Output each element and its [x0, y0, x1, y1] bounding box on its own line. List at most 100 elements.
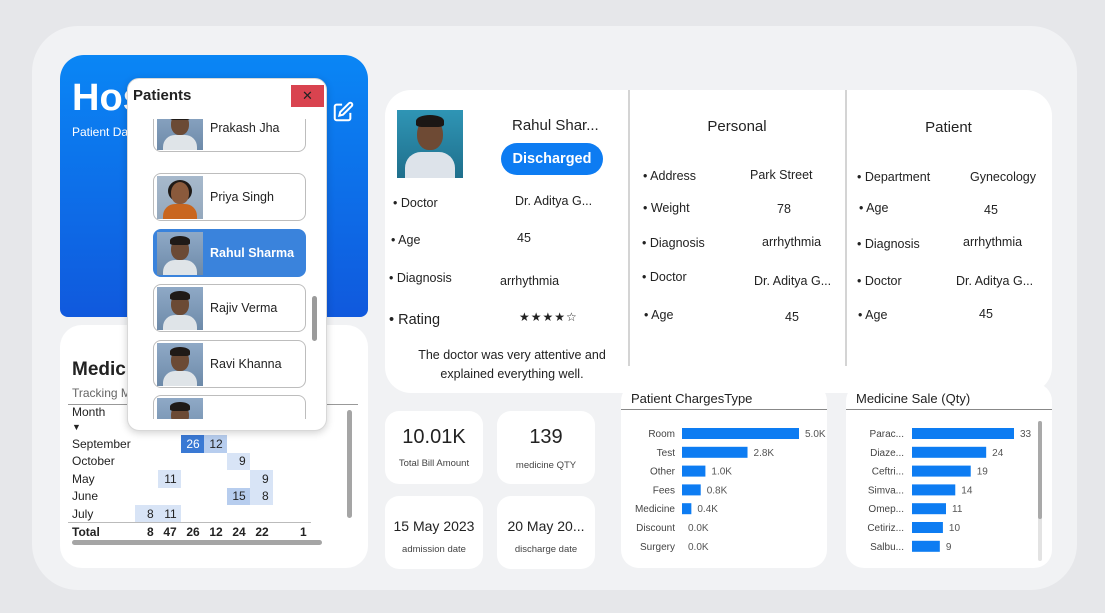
matrix-subtitle: Tracking M [72, 386, 131, 400]
patient-photo [397, 110, 463, 178]
data-label: 10 [949, 523, 961, 534]
patient-item[interactable] [153, 395, 306, 419]
patient-details-card: Rahul Shar... Discharged Doctor Dr. Adit… [385, 90, 1052, 393]
month-column-header[interactable]: Month ▼ [72, 405, 106, 432]
address-label: Address [643, 169, 696, 183]
avatar [157, 119, 203, 150]
bar[interactable] [912, 465, 971, 477]
data-label: 0.0K [688, 542, 709, 553]
patient-diagnosis-label: Diagnosis [857, 237, 920, 251]
category-label: Room [648, 429, 675, 440]
category-label: Diaze... [870, 448, 904, 459]
category-label: Cetiriz... [867, 523, 904, 534]
total-row: Total 8 47 26 12 24 22 1 [68, 522, 311, 540]
kpi-value: 139 [529, 426, 563, 448]
divider [846, 409, 1052, 410]
category-label: Fees [653, 485, 675, 496]
bar[interactable] [682, 446, 748, 458]
data-label: 33 [1020, 429, 1032, 440]
diagnosis-value: arrhythmia [500, 274, 560, 288]
divider [845, 90, 847, 366]
patient-item-rajiv-verma[interactable]: Rajiv Verma [153, 284, 306, 332]
table-row: June 15 8 [68, 487, 311, 505]
bar[interactable] [912, 428, 1014, 439]
category-label: Simva... [868, 485, 904, 496]
data-label: 0.0K [688, 523, 709, 534]
chart-scrollbar[interactable] [1038, 421, 1042, 519]
kpi-value: 15 May 2023 [393, 518, 475, 534]
bar[interactable] [682, 465, 706, 477]
close-button[interactable]: ✕ [291, 85, 324, 107]
age-label: Age [391, 233, 420, 247]
personal-doctor-value: Dr. Aditya G... [754, 274, 832, 288]
category-label: Other [650, 467, 676, 478]
patient-item-priya-singh[interactable]: Priya Singh [153, 173, 306, 221]
matrix-horizontal-scrollbar[interactable] [72, 540, 322, 545]
kpi-label: Total Bill Amount [398, 458, 470, 469]
category-label: Salbu... [870, 542, 904, 553]
doctor-value: Dr. Aditya G... [515, 194, 593, 208]
bar[interactable] [682, 503, 692, 515]
bar[interactable] [912, 446, 987, 458]
patient-age2-value: 45 [979, 307, 993, 321]
patient-doctor-value: Dr. Aditya G... [956, 274, 1034, 288]
patient-diagnosis-value: arrhythmia [963, 235, 1023, 249]
review-text: The doctor was very attentive and explai… [418, 348, 606, 381]
personal-diagnosis-label: Diagnosis [642, 236, 705, 250]
avatar [157, 287, 203, 330]
table-row: May 11 9 [68, 470, 311, 488]
doctor-label: Doctor [393, 196, 438, 210]
personal-section-title: Personal [707, 118, 767, 135]
medicine-qty-kpi: 139 medicine QTY [497, 411, 595, 484]
status-badge: Discharged [501, 143, 603, 175]
patient-item-rahul-sharma[interactable]: Rahul Sharma [153, 229, 306, 277]
bar[interactable] [912, 522, 943, 533]
chart-title: Medicine Sale (Qty) [856, 391, 971, 406]
discharge-date-kpi: 20 May 20... discharge date [497, 496, 595, 569]
department-value: Gynecology [970, 170, 1037, 184]
category-label: Ceftri... [872, 467, 904, 478]
category-label: Parac... [870, 429, 904, 440]
bar[interactable] [682, 484, 701, 496]
close-icon: ✕ [302, 88, 313, 103]
total-bill-kpi: 10.01K Total Bill Amount [385, 411, 483, 484]
data-label: 9 [946, 542, 952, 553]
bar[interactable] [682, 428, 799, 439]
kpi-label: discharge date [514, 544, 578, 555]
patient-age2-label: Age [858, 308, 887, 322]
table-row: July 8 11 [68, 505, 311, 523]
data-label: 0.4K [697, 504, 718, 515]
data-label: 14 [961, 485, 973, 496]
diagnosis-label: Diagnosis [389, 271, 452, 285]
patient-name: Rahul Shar... [512, 117, 599, 134]
data-label: 24 [992, 448, 1004, 459]
personal-age-label: Age [644, 308, 673, 322]
weight-value: 78 [777, 202, 791, 216]
patient-doctor-label: Doctor [857, 274, 902, 288]
bar[interactable] [912, 540, 940, 552]
bar[interactable] [912, 503, 946, 515]
medicine-sale-chart-card: Medicine Sale (Qty) Parac... 33 Diaze... 24… [846, 383, 1052, 568]
patient-item-ravi-khanna[interactable]: Ravi Khanna [153, 340, 306, 388]
category-label: Discount [636, 523, 675, 534]
kpi-value: 10.01K [402, 426, 466, 448]
address-value: Park Street [750, 168, 813, 182]
category-label: Test [657, 448, 676, 459]
matrix-vertical-scrollbar[interactable] [347, 410, 352, 518]
patient-age-label: Age [859, 201, 888, 215]
divider [621, 409, 827, 410]
edit-icon[interactable] [332, 101, 354, 123]
matrix-title: Medici [72, 359, 132, 380]
avatar [157, 398, 203, 419]
patient-age-value: 45 [984, 203, 998, 217]
data-label: 1.0K [711, 467, 732, 478]
bar[interactable] [912, 484, 956, 496]
kpi-label: admission date [402, 544, 466, 555]
chart-title: Patient ChargesType [631, 391, 753, 406]
personal-doctor-label: Doctor [642, 270, 687, 284]
patient-charges-chart-card: Patient ChargesType Room 5.0K Test 2.8K Othe… [621, 383, 827, 568]
patient-list-scrollbar[interactable] [312, 296, 317, 341]
admission-date-kpi: 15 May 2023 admission date [385, 496, 483, 569]
patient-list: Prakash Jha Priya Singh Rahul Sharma Raj… [153, 119, 308, 419]
patient-item-prakash-jha[interactable]: Prakash Jha [153, 119, 306, 152]
